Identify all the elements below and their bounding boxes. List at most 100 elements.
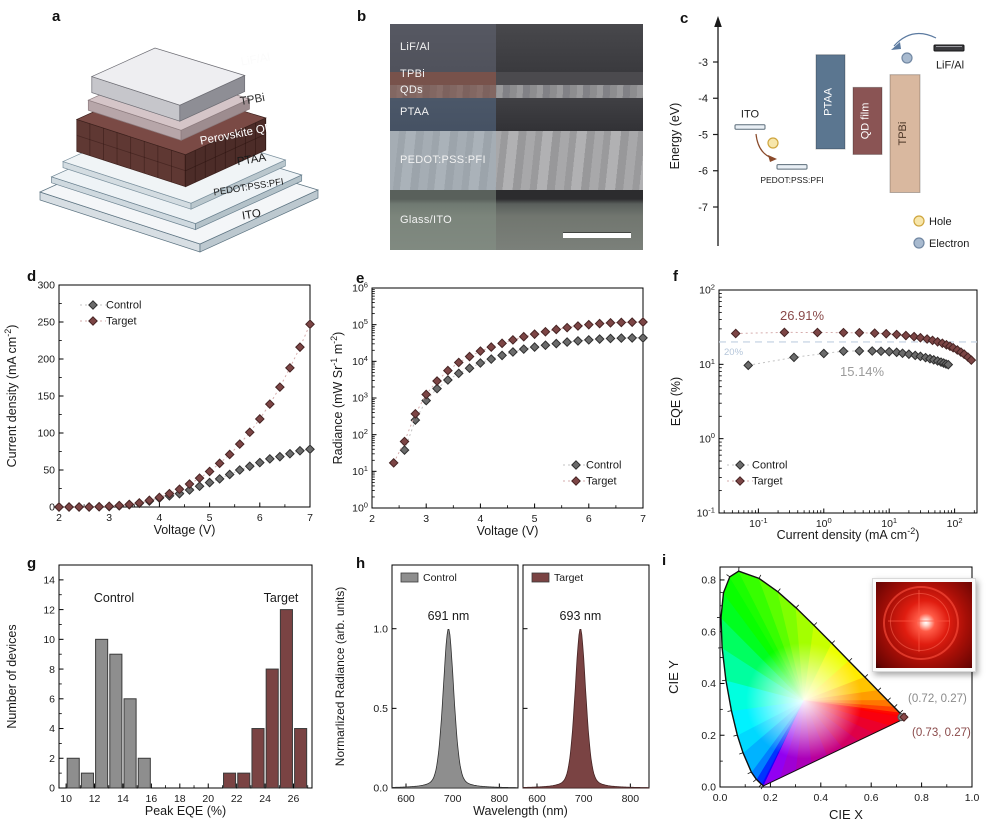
y-tick-label: 200 (37, 354, 55, 366)
y-tick-label: 8 (49, 664, 55, 676)
layer-label-0: PTAA (823, 87, 835, 116)
x-tick-label: 2 (56, 512, 62, 524)
x-tick-label: 10 (60, 793, 72, 805)
legend-label: Control (586, 460, 621, 472)
y-tick-label: 0 (49, 502, 55, 514)
x-tick-label: 3 (106, 512, 112, 524)
peak-wavelength-label: 693 nm (560, 609, 602, 623)
annotation: Control (94, 591, 134, 605)
seal-outer-ring (883, 586, 959, 660)
panel-letter-b: b (357, 8, 367, 25)
x-tick-label: 0.8 (914, 792, 929, 804)
annotation: 20% (724, 347, 744, 358)
y-tick-label: 101 (352, 464, 368, 478)
x-tick-label: 26 (288, 793, 300, 805)
x-tick-label: 6 (257, 512, 263, 524)
x-axis-label: CIE X (829, 807, 863, 822)
electrode-label-0: ITO (741, 108, 760, 120)
panel-letter-e: e (356, 270, 365, 287)
legend-label: Target (586, 476, 617, 488)
x-tick-label: 0.0 (713, 792, 728, 804)
sem-tint-qds (390, 85, 496, 98)
x-tick-label: 102 (947, 516, 963, 530)
y-tick-label: 14 (43, 575, 55, 587)
x-tick-label: 600 (528, 793, 546, 805)
spectrum-target (522, 629, 650, 789)
x-tick-label: 101 (881, 516, 897, 530)
sem-tint-glass (390, 190, 496, 250)
cie-point-label-control: (0.72, 0.27) (908, 693, 967, 705)
series-control (743, 346, 954, 371)
y-axis-label: EQE (%) (669, 377, 683, 426)
series-target (54, 319, 315, 512)
peak-wavelength-label: 691 nm (428, 609, 470, 623)
carrier-legend-label: Electron (929, 238, 969, 250)
x-tick-label: 20 (202, 793, 214, 805)
x-tick-label: 800 (622, 793, 640, 805)
x-tick-label: 0.2 (763, 792, 778, 804)
electrode-label-2: LiF/Al (936, 60, 964, 72)
x-tick-label: 700 (444, 793, 462, 805)
panel-letter-g: g (27, 555, 37, 572)
hole-carrier (767, 137, 779, 149)
spectrum-control (391, 629, 519, 789)
x-tick-label: 10-1 (749, 516, 767, 530)
y-axis-label: Normarlized Radiance (arb. units) (333, 587, 347, 766)
panel-e: e 2 3 4 5 6 7 100 101 102 103 104 105 106 Control Targ… (329, 260, 660, 550)
sem-label-qds: QDs (400, 84, 423, 96)
y-tick-label: 0 (49, 783, 55, 795)
y-tick-label: 0.8 (701, 575, 716, 587)
y-tick-label: 2 (49, 753, 55, 765)
y-axis-label: CIE Y (666, 660, 681, 694)
series-control (54, 444, 315, 512)
y-tick-label: 0.0 (373, 783, 388, 795)
x-tick-label: 700 (575, 793, 593, 805)
y-tick-label: 100 (699, 431, 715, 445)
y-tick-label: 6 (49, 694, 55, 706)
cie-point-label-target: (0.73, 0.27) (912, 727, 971, 739)
y-tick-label: 250 (37, 317, 55, 329)
hist-control (66, 638, 151, 789)
chart-el-spectra: 600 700 800 0.0 0.5 1.0 Control 691 nm 600 700 800… (333, 564, 650, 818)
panel-b: b LiF/Al TPBi QDs PTAA PEDOT:PSS:PFI Gla… (330, 0, 660, 260)
x-tick-label: 14 (117, 793, 129, 805)
y-tick-label: 12 (43, 604, 55, 616)
layer-label-lif-al: LiF/Al (240, 52, 271, 69)
energy-tick-label: -5 (698, 129, 708, 141)
layer-label-ito: ITO (241, 208, 262, 223)
layer-label-ptaa: PTAA (236, 152, 267, 168)
x-axis-label: Wavelength (nm) (473, 804, 568, 818)
y-tick-label: 105 (352, 317, 368, 331)
y-tick-label: 150 (37, 391, 55, 403)
carrier-legend-label: Hole (929, 216, 952, 228)
y-axis-label: Energy (eV) (668, 103, 682, 170)
sem-tint-tpbi (390, 72, 496, 85)
x-tick-label: 12 (89, 793, 101, 805)
sem-label-lifal: LiF/Al (400, 41, 430, 53)
x-tick-label: 2 (369, 513, 375, 525)
legend-label: Control (752, 460, 787, 472)
y-tick-label: 0.5 (373, 703, 388, 715)
panel-i: i 0.0 0.2 0.4 0.6 0.8 1.0 0.0 0.2 0.4 0.6 0.8 (0.72… (660, 550, 991, 831)
y-tick-label: 0.6 (701, 626, 716, 638)
y-tick-label: 100 (352, 501, 368, 515)
x-axis-label: Voltage (V) (477, 524, 539, 538)
energy-tick-label: -3 (698, 57, 708, 69)
x-tick-label: 600 (397, 793, 415, 805)
x-tick-label: 6 (586, 513, 592, 525)
scale-bar (563, 233, 631, 238)
chart-current-density-voltage: 2 3 4 5 6 7 0 50 100 150 200 250 300 Control Target Vol… (3, 280, 315, 537)
layer-label-1: QD film (860, 103, 872, 140)
panel-letter-f: f (673, 268, 678, 285)
electron-carrier (901, 52, 913, 64)
electrode-label-1: PEDOT:PSS:PFI (760, 175, 823, 185)
energy-level-diagram: -3 -4 -5 -6 -7 Energy (eV) ITO PEDOT:PSS:PFI LiF… (668, 16, 969, 250)
annotation: 15.14% (840, 364, 885, 379)
panel-a: a ITO PEDOT:PSS:PFI PTAA Perovskite QDs TPBi… (0, 0, 330, 260)
legend-label: Target (752, 476, 783, 488)
y-tick-label: 0.2 (701, 730, 716, 742)
x-axis-label: Voltage (V) (154, 523, 216, 537)
x-tick-label: 0.6 (864, 792, 879, 804)
x-tick-label: 1.0 (965, 792, 980, 804)
